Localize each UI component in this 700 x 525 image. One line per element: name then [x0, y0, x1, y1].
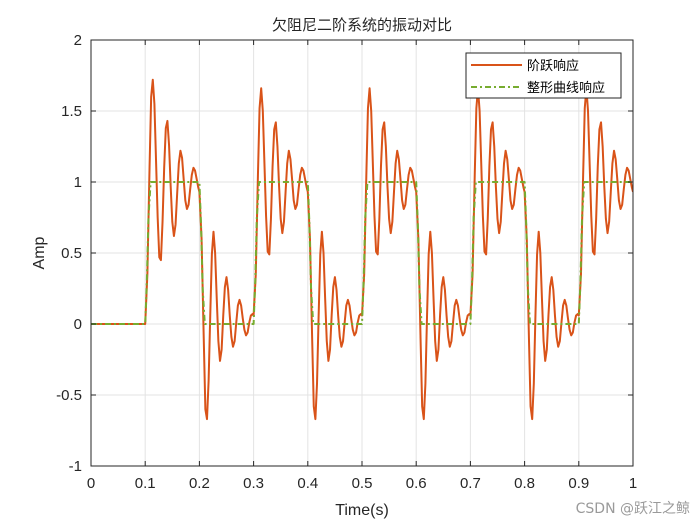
- series-line-shaped-response: [91, 181, 633, 325]
- x-tick-label: 0.1: [135, 475, 156, 492]
- x-axis-label: Time(s): [335, 502, 389, 519]
- x-tick-label: 0.9: [568, 475, 589, 492]
- y-tick-label: -1: [69, 458, 82, 475]
- x-tick-labels: 0 0.1 0.2 0.3 0.4 0.5 0.6 0.7 0.8 0.9 1: [87, 475, 637, 492]
- legend-label-shaped: 整形曲线响应: [527, 80, 605, 96]
- legend-label-step: 阶跃响应: [527, 58, 579, 74]
- y-tick-label: 0: [74, 316, 82, 333]
- x-tick-label: 0.4: [297, 475, 318, 492]
- x-tick-label: 0: [87, 475, 95, 492]
- x-tick-label: 0.6: [406, 475, 427, 492]
- legend-box: [465, 52, 622, 99]
- y-tick-label: 1: [74, 174, 82, 191]
- y-tick-labels: -1 -0.5 0 0.5 1 1.5 2: [56, 32, 82, 475]
- chart-title: 欠阻尼二阶系统的振动对比: [272, 16, 452, 34]
- x-tick-label: 1: [629, 475, 637, 492]
- y-axis-label: Amp: [31, 236, 48, 269]
- tick-marks: [90, 39, 634, 467]
- y-tick-label: 2: [74, 32, 82, 49]
- series-line-step-response: [91, 78, 633, 421]
- y-tick-label: 0.5: [61, 245, 82, 262]
- series-group: [91, 78, 633, 421]
- x-tick-label: 0.3: [243, 475, 264, 492]
- x-tick-label: 0.8: [514, 475, 535, 492]
- y-tick-label: -0.5: [56, 387, 82, 404]
- x-tick-label: 0.2: [189, 475, 210, 492]
- x-tick-label: 0.7: [460, 475, 481, 492]
- legend: 阶跃响应 整形曲线响应: [465, 52, 622, 99]
- y-tick-label: 1.5: [61, 103, 82, 120]
- x-tick-label: 0.5: [352, 475, 373, 492]
- watermark: CSDN @跃江之鲸: [576, 501, 690, 517]
